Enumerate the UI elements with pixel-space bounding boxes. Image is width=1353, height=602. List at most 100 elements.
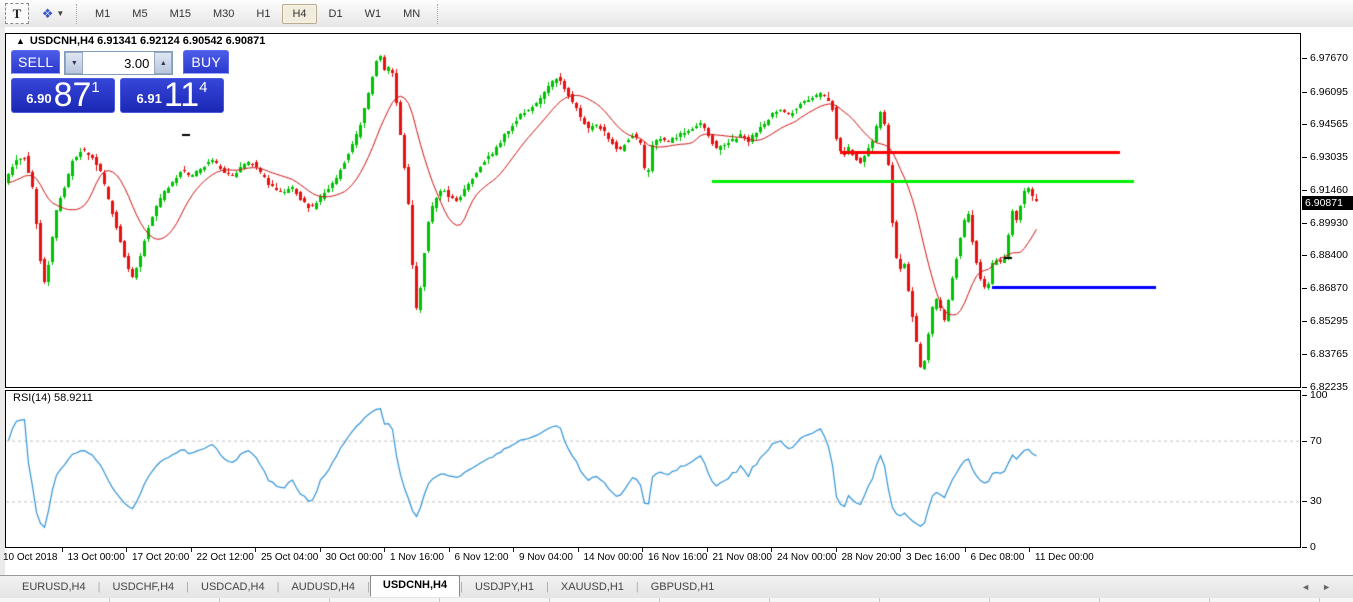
timeframe-h4-button[interactable]: H4: [282, 3, 317, 24]
price-axis-tick: [1302, 222, 1307, 224]
volume-stepper: ▼ ▲: [64, 51, 174, 75]
rsi-chart-canvas[interactable]: [5, 390, 1301, 548]
price-axis-tick: [1302, 321, 1307, 323]
sell-price-box[interactable]: 6.90 87 1: [11, 78, 115, 113]
tab-scroll-left-icon[interactable]: ◄: [1301, 582, 1323, 592]
time-axis-tick: [706, 548, 708, 552]
price-axis-tick: [1302, 156, 1307, 158]
buy-price-box[interactable]: 6.91 11 4: [120, 78, 224, 113]
trade-panel: SELL ▼ ▲ BUY 6.90 87 1 6.91 11 4: [11, 50, 229, 113]
time-axis-tick: [835, 548, 837, 552]
price-axis-label: 6.93035: [1310, 150, 1348, 163]
price-axis-tick: [1302, 91, 1307, 93]
time-axis-label: 25 Oct 04:00: [261, 552, 319, 563]
price-axis-label: 6.94565: [1310, 118, 1348, 131]
buy-price-main: 11: [163, 76, 200, 114]
tab-scroll-right-icon[interactable]: ►: [1322, 582, 1343, 592]
timeframe-buttons: M1 M5 M15 M30 H1 H4 D1 W1 MN: [84, 0, 431, 27]
timeframe-m15-button[interactable]: M15: [169, 7, 191, 20]
buy-button[interactable]: BUY: [183, 50, 229, 74]
rsi-axis-label: 70: [1310, 434, 1322, 447]
time-axis-tick: [1029, 548, 1030, 552]
timeframe-mn-button[interactable]: MN: [403, 7, 421, 20]
time-axis-tick: [61, 548, 63, 552]
price-axis-tick: [1302, 386, 1307, 388]
timeframe-m30-button[interactable]: M30: [212, 7, 235, 20]
chart-header: ▲ USDCNH,H4 6.91341 6.92124 6.90542 6.908…: [16, 35, 265, 47]
tab-separator: |: [97, 581, 101, 593]
current-price-badge: 6.90871: [1302, 195, 1353, 210]
tab-eurusd-h4[interactable]: EURUSD,H4: [22, 581, 86, 593]
sell-price-prefix: 6.90: [26, 91, 52, 106]
chart-left-edge: [0, 27, 5, 575]
rsi-axis-label: 100: [1310, 389, 1328, 401]
toolbar-separator: [76, 3, 78, 24]
styler-icon: ❖: [41, 5, 54, 21]
time-axis-label: 22 Oct 12:00: [196, 552, 254, 563]
tab-usdjpy-h1[interactable]: USDJPY,H1: [474, 581, 535, 593]
rsi-axis-tick: [1302, 440, 1307, 442]
sell-price-pip: 1: [91, 79, 100, 96]
tab-separator: |: [367, 581, 370, 593]
price-axis-label: 6.96095: [1310, 85, 1348, 98]
symbol-marker-icon: ▲: [16, 36, 25, 46]
price-axis-label: 6.83765: [1310, 347, 1348, 360]
time-axis-tick: [513, 548, 514, 552]
price-axis-tick: [1302, 124, 1307, 126]
time-axis-tick: [771, 548, 772, 552]
price-axis-label: 6.86870: [1310, 281, 1348, 294]
arrow-down-icon: ▼: [70, 59, 78, 67]
price-axis-label: 6.91460: [1310, 184, 1348, 197]
price-axis-tick: [1302, 287, 1307, 289]
timeframe-d1-button[interactable]: D1: [328, 7, 343, 20]
rsi-axis-tick: [1302, 395, 1307, 396]
buy-price-pip: 4: [199, 79, 208, 96]
tab-usdcad-h4[interactable]: USDCAD,H4: [201, 581, 265, 593]
time-axis-tick: [448, 548, 450, 552]
tab-audusd-h4[interactable]: AUDUSD,H4: [291, 581, 356, 593]
buy-price-prefix: 6.91: [136, 91, 162, 106]
tab-separator: |: [276, 581, 280, 593]
price-axis-label: 6.88400: [1310, 249, 1348, 262]
volume-decrease-button[interactable]: ▼: [65, 52, 84, 74]
volume-input[interactable]: [83, 52, 155, 74]
time-axis-label: 21 Nov 08:00: [712, 552, 773, 563]
time-axis-tick: [384, 548, 385, 552]
time-axis-tick: [577, 548, 579, 552]
time-axis-label: 24 Nov 00:00: [777, 552, 837, 563]
time-axis-label: 10 Oct 2018: [3, 552, 58, 563]
time-axis-label: 17 Oct 20:00: [132, 552, 190, 563]
tab-usdchf-h4[interactable]: USDCHF,H4: [112, 581, 175, 593]
tab-xauusd-h1[interactable]: XAUUSD,H1: [560, 581, 624, 593]
timeframe-m1-button[interactable]: M1: [95, 7, 111, 20]
time-axis-label: 13 Oct 00:00: [67, 552, 125, 563]
time-axis-tick: [319, 548, 321, 552]
time-axis-label: 6 Dec 08:00: [970, 552, 1025, 563]
arrow-up-icon: ▲: [159, 59, 167, 67]
time-axis-label: 11 Dec 00:00: [1035, 552, 1094, 563]
time-axis-label: 9 Nov 04:00: [519, 552, 573, 563]
time-axis-tick: [255, 548, 256, 552]
volume-increase-button[interactable]: ▲: [154, 52, 173, 74]
sell-price-main: 87: [53, 76, 92, 114]
rsi-axis-tick: [1302, 547, 1307, 548]
timeframe-w1-button[interactable]: W1: [364, 7, 382, 20]
toolbar: T ❖ ▼ M1 M5 M15 M30 H1 H4 D1 W1 MN: [0, 0, 1353, 28]
timeframe-m5-button[interactable]: M5: [132, 7, 148, 20]
time-axis-label: 3 Dec 16:00: [906, 552, 960, 563]
chart-tab-bar: EURUSD,H4 | USDCHF,H4 | USDCAD,H4 | AUDUSD,H4 |…: [0, 574, 1353, 598]
text-tool-button[interactable]: T: [5, 3, 29, 24]
time-axis-label: 1 Nov 16:00: [390, 552, 444, 563]
sell-button[interactable]: SELL: [11, 50, 61, 74]
price-axis-label: 6.89930: [1310, 216, 1348, 229]
rsi-axis-tick: [1302, 501, 1307, 503]
tab-usdcnh-h4[interactable]: USDCNH,H4: [369, 574, 461, 597]
text-tool-icon: T: [12, 5, 22, 21]
chevron-down-icon: ▼: [56, 9, 65, 18]
tab-gbpusd-h1[interactable]: GBPUSD,H1: [650, 581, 715, 593]
time-axis-tick: [900, 548, 901, 552]
tab-separator: |: [546, 581, 549, 593]
styler-button[interactable]: ❖ ▼: [36, 4, 70, 23]
timeframe-h1-button[interactable]: H1: [256, 7, 271, 20]
